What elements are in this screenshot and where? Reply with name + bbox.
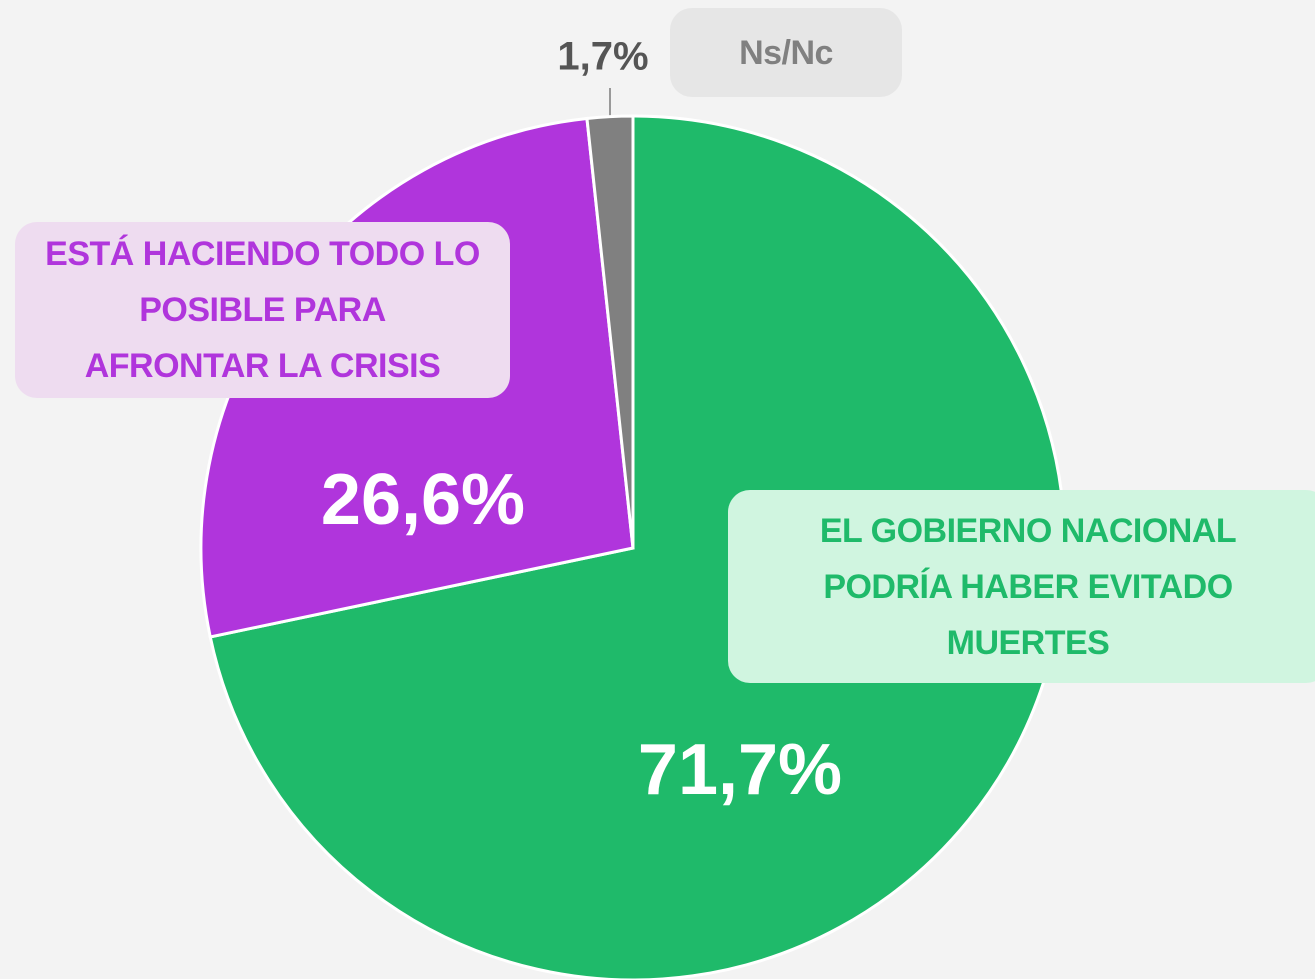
pie-slice <box>585 114 635 549</box>
value-label: 71,7% <box>637 730 843 810</box>
category-label: Ns/Nc <box>670 8 902 97</box>
category-label: EL GOBIERNO NACIONAL PODRÍA HABER EVITAD… <box>728 490 1315 683</box>
category-label: ESTÁ HACIENDO TODO LO POSIBLE PARA AFRON… <box>15 222 510 398</box>
pie-slice <box>208 114 1067 979</box>
value-label: 1,7% <box>557 34 649 79</box>
value-label: 26,6% <box>320 460 526 540</box>
